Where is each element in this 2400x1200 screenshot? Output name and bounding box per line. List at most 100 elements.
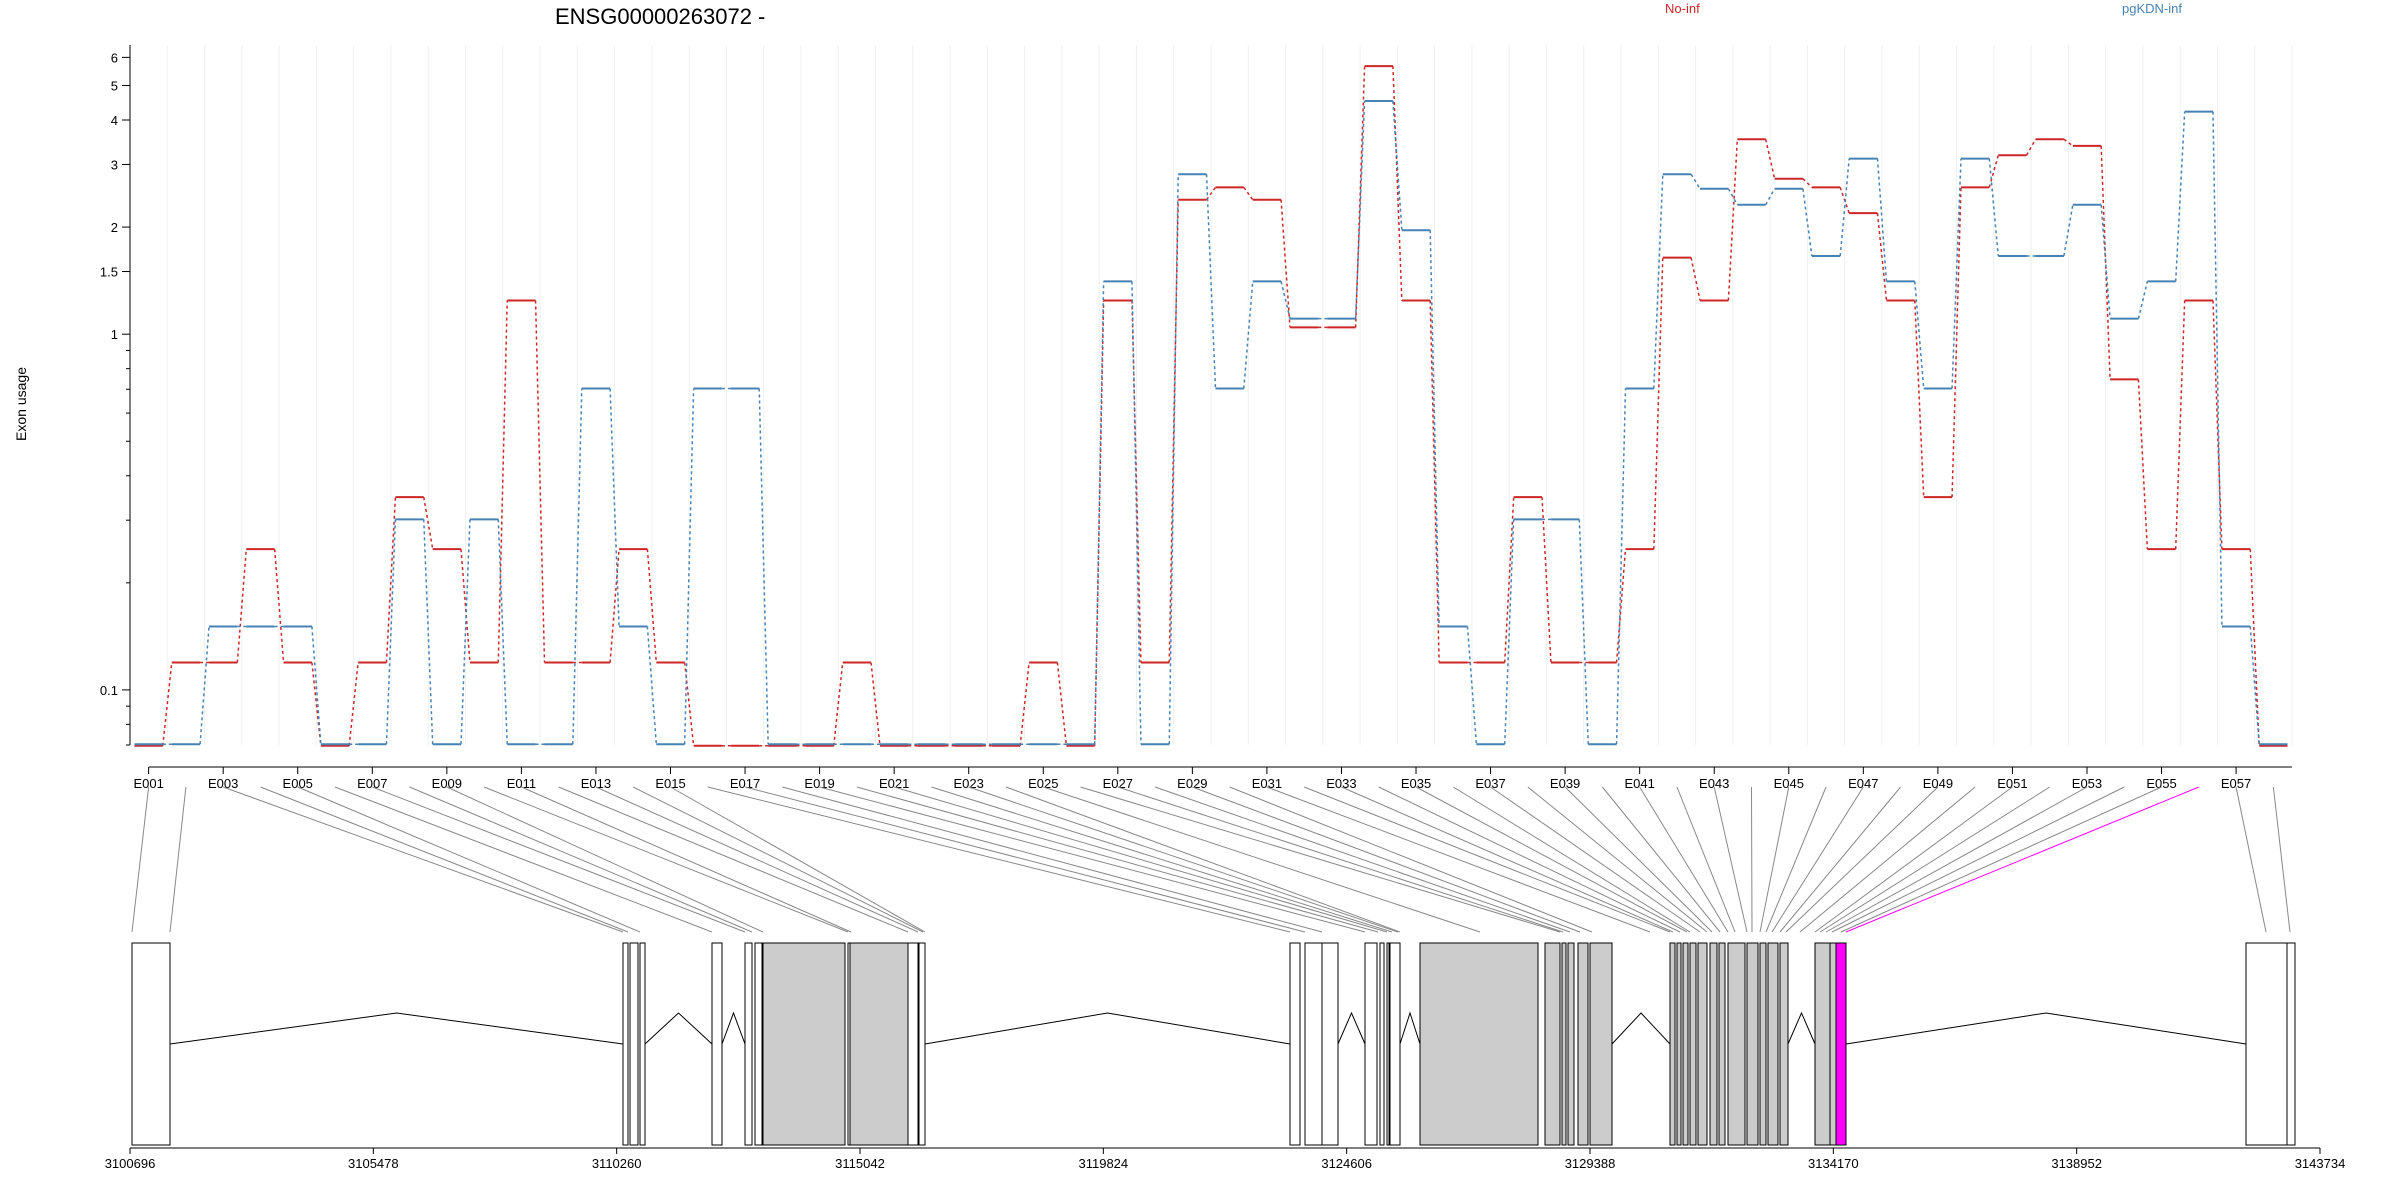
connector	[2063, 138, 2074, 147]
intron-line	[721, 1011, 746, 1045]
exon-tick-label: E003	[208, 776, 238, 791]
link-line	[595, 786, 919, 933]
connector	[1876, 158, 1888, 282]
link-line	[819, 786, 1366, 933]
connector	[1541, 497, 1552, 663]
genome-tick-label: 3134170	[1808, 1156, 1859, 1171]
exon-box	[1779, 942, 1789, 1146]
connector	[609, 388, 620, 627]
link-line	[1676, 786, 1736, 933]
exon-box	[131, 942, 171, 1146]
exon-box	[907, 942, 919, 1146]
exon-box	[1386, 942, 1390, 1146]
connector	[1615, 388, 1627, 745]
link-line	[1831, 786, 2125, 933]
exon-tick-label: E049	[1923, 776, 1953, 791]
connector	[683, 388, 695, 745]
link-line	[1639, 786, 1729, 933]
link-line	[1117, 786, 1564, 933]
link-line	[1490, 786, 1701, 933]
intron-line	[924, 1012, 1291, 1045]
connector	[348, 662, 359, 746]
link-line	[782, 786, 1323, 933]
connector	[646, 626, 658, 745]
series-layer	[134, 65, 2288, 747]
intron-line	[1845, 1012, 2247, 1045]
connector	[1354, 66, 1366, 328]
link-line	[260, 786, 629, 933]
connector	[236, 549, 248, 663]
connector	[1466, 626, 1478, 745]
connector	[609, 549, 620, 663]
connector	[1168, 199, 1179, 663]
exon-tick-label: E005	[283, 776, 313, 791]
link-line	[223, 786, 624, 933]
connector	[2249, 549, 2260, 746]
link-line	[1765, 786, 1827, 933]
y-tick-label: 2	[111, 220, 118, 235]
exon-tick-label: E033	[1326, 776, 1356, 791]
exon-box	[1689, 942, 1697, 1146]
link-line	[633, 786, 924, 933]
connector	[1876, 213, 1888, 301]
connector	[1429, 230, 1440, 627]
exon-tick-label: E031	[1252, 776, 1282, 791]
genome-tick-label: 3138952	[2051, 1156, 2102, 1171]
link-line	[1771, 786, 1864, 933]
exon-tick-label: E053	[2072, 776, 2102, 791]
link-line	[707, 786, 1291, 933]
exon-box	[762, 942, 846, 1146]
exon-box	[1746, 942, 1759, 1146]
connector	[833, 662, 844, 746]
exon-tick-label: E037	[1475, 776, 1505, 791]
genome-tick-label: 3100696	[105, 1156, 156, 1171]
genome-tick-label: 3110260	[592, 1156, 642, 1171]
intron-line	[1787, 1011, 1816, 1045]
exon-box	[1321, 942, 1339, 1146]
intron-line	[1337, 1011, 1366, 1045]
link-line	[1785, 786, 1939, 933]
connector	[1615, 549, 1627, 663]
intron-line	[644, 1012, 713, 1045]
legend-label-pgkdn-inf: pgKDN-inf	[2122, 1, 2182, 16]
link-line	[1378, 786, 1681, 933]
exon-box	[1767, 942, 1779, 1146]
exon-box	[1829, 942, 1837, 1146]
connector	[1690, 173, 1701, 190]
intron-line	[169, 1012, 624, 1045]
connector	[1205, 186, 1217, 201]
link-line	[1043, 786, 1481, 933]
exon-tick-label: E011	[507, 776, 536, 791]
exon-box	[2286, 942, 2296, 1146]
exon-box	[2245, 942, 2288, 1146]
connector	[2137, 281, 2149, 319]
exon-tick-label: E009	[432, 776, 462, 791]
link-line	[1840, 786, 2162, 933]
connector	[422, 519, 434, 745]
connector	[460, 519, 471, 745]
exon-box	[1379, 942, 1385, 1146]
y-tick-label: 6	[111, 50, 118, 65]
connector	[1578, 519, 1589, 745]
link-line	[131, 786, 150, 933]
exon-box	[918, 942, 926, 1146]
link-line	[1154, 786, 1571, 933]
exon-box	[1577, 942, 1589, 1146]
connector	[758, 388, 769, 745]
link-line	[1799, 786, 1976, 933]
legend-label-no-inf: No-inf	[1665, 1, 1700, 16]
exon-tick-label: E017	[730, 776, 760, 791]
link-line	[1825, 786, 2088, 933]
exon-tick-label: E041	[1624, 776, 1654, 791]
connector	[2100, 145, 2111, 380]
y-tick-label: 1.5	[100, 265, 118, 280]
link-line	[1453, 786, 1691, 933]
exon-box	[1759, 942, 1767, 1146]
link-line	[1759, 786, 1790, 933]
exon-box	[1814, 942, 1831, 1146]
link-line	[334, 786, 713, 933]
exon-tick-label: E045	[1774, 776, 1804, 791]
link-line	[409, 786, 753, 933]
link-line	[2272, 786, 2291, 933]
link-line	[894, 786, 1388, 933]
